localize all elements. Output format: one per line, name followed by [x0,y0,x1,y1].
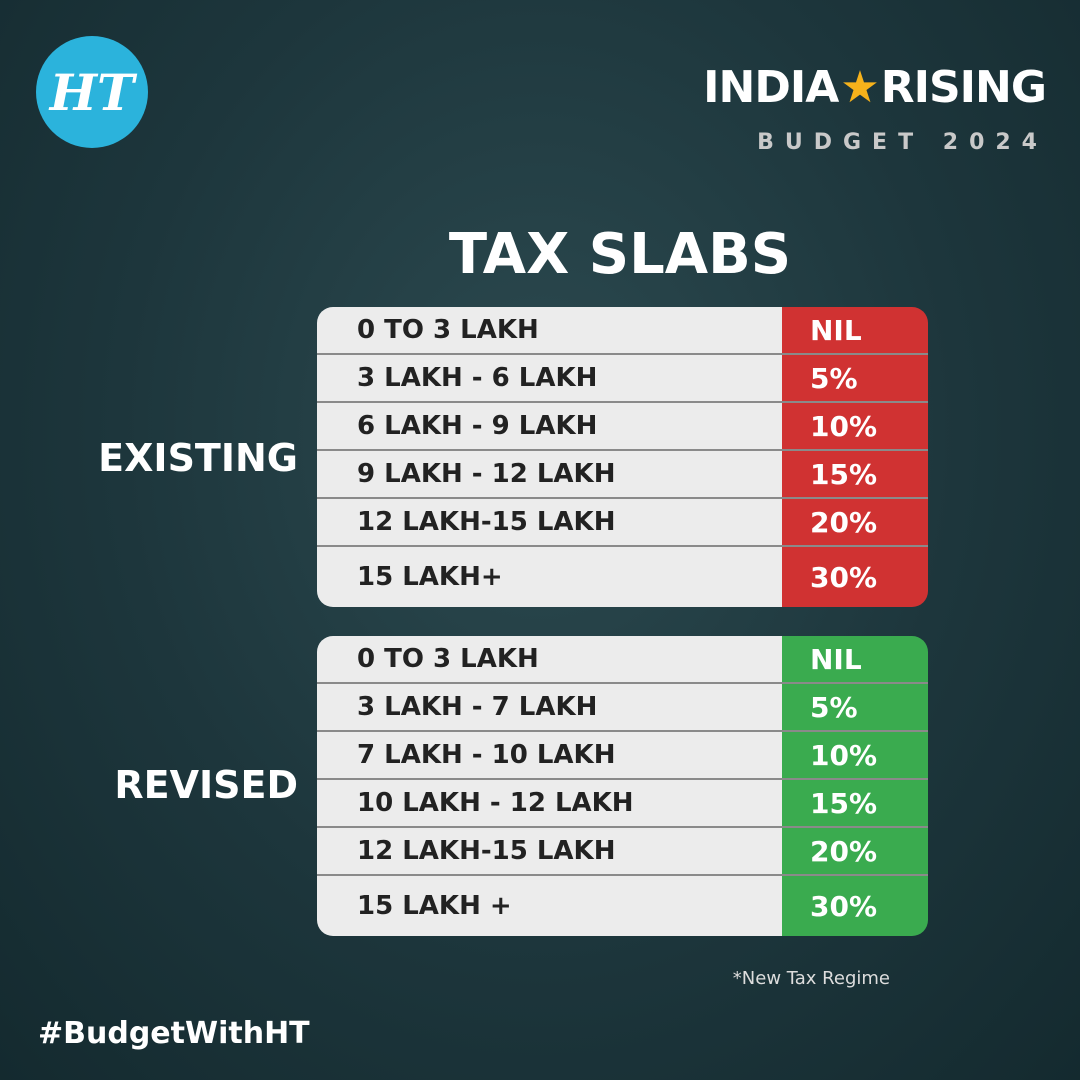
table-row: 15 LAKH +30% [317,876,928,936]
tax-rate: 30% [782,876,928,936]
table-row: 7 LAKH - 10 LAKH 10% [317,732,928,780]
table-row: 9 LAKH - 12 LAKH 15% [317,451,928,499]
tax-table: 0 TO 3 LAKH NIL 3 LAKH - 7 LAKH 5% 7 LAKH - … [317,636,928,936]
income-slab: 6 LAKH - 9 LAKH [317,403,782,449]
table-row: 3 LAKH - 6 LAKH 5% [317,355,928,403]
income-slab: 7 LAKH - 10 LAKH [317,732,782,778]
table-row: 0 TO 3 LAKH NIL [317,636,928,684]
table-row: 15 LAKH+ 30% [317,547,928,607]
brand-icon: ★ [840,62,879,113]
tax-table: 0 TO 3 LAKH NIL 3 LAKH - 6 LAKH 5% 6 LAKH - … [317,307,928,607]
income-slab: 0 TO 3 LAKH [317,307,782,353]
tax-rate: 20% [782,828,928,874]
income-slab: 3 LAKH - 6 LAKH [317,355,782,401]
section-label: EXISTING [98,436,298,480]
income-slab: 10 LAKH - 12 LAKH [317,780,782,826]
tax-rate: 5% [782,684,928,730]
income-slab: 12 LAKH-15 LAKH [317,828,782,874]
tax-rate: 20% [782,499,928,545]
hashtag: #BudgetWithHT [38,1016,310,1051]
table-row: 12 LAKH-15 LAKH 20% [317,828,928,876]
title: TAX SLABS [448,222,792,287]
brand: INDIA★RISING [703,62,1047,113]
tax-rate: 10% [782,732,928,778]
brand-right: RISING [880,62,1047,113]
tax-rate: 15% [782,451,928,497]
table-row: 10 LAKH - 12 LAKH 15% [317,780,928,828]
income-slab: 9 LAKH - 12 LAKH [317,451,782,497]
income-slab: 0 TO 3 LAKH [317,636,782,682]
income-slab: 15 LAKH+ [317,547,782,607]
brand-subtitle: BUDGET 2024 [757,130,1048,155]
tax-rate: 30% [782,547,928,607]
table-row: 6 LAKH - 9 LAKH 10% [317,403,928,451]
brand-left: INDIA [703,62,839,113]
income-slab: 3 LAKH - 7 LAKH [317,684,782,730]
table-row: 12 LAKH-15 LAKH 20% [317,499,928,547]
footnote: *New Tax Regime [732,968,890,989]
logo: HT [36,36,148,148]
tax-rate: NIL [782,307,928,353]
table-row: 3 LAKH - 7 LAKH 5% [317,684,928,732]
income-slab: 15 LAKH + [317,876,782,936]
tax-rate: 5% [782,355,928,401]
tax-rate: NIL [782,636,928,682]
table-row: 0 TO 3 LAKH NIL [317,307,928,355]
tax-rate: 10% [782,403,928,449]
tax-rate: 15% [782,780,928,826]
income-slab: 12 LAKH-15 LAKH [317,499,782,545]
section-label: REVISED [114,763,298,807]
